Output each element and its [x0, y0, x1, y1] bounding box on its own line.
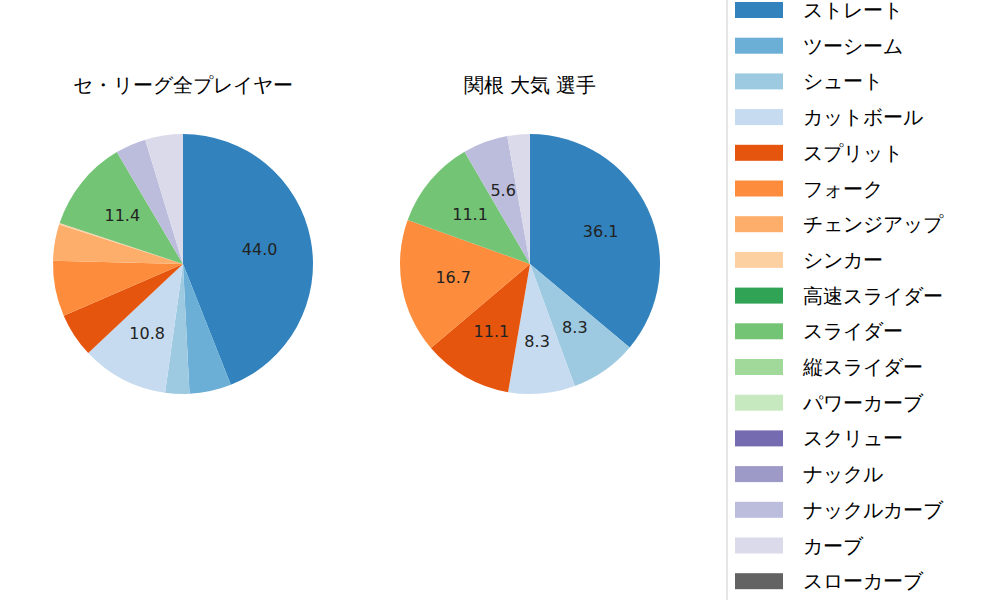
legend-label: ナックル [803, 462, 883, 486]
legend-label: ツーシーム [803, 34, 903, 58]
pie [53, 134, 313, 394]
pie-slice [53, 261, 183, 316]
pie [400, 134, 660, 394]
legend-swatch [735, 73, 783, 89]
legend-swatch [735, 395, 783, 411]
pie-slice [145, 134, 183, 264]
data-label: 16.7 [435, 268, 471, 287]
legend-label: チェンジアップ [803, 212, 944, 236]
legend-label: ストレート [803, 0, 903, 22]
legend-swatch [735, 430, 783, 446]
chart-root: セ・リーグ全プレイヤー 44.0 10.8 11.4 関根 大気 選手 36.1 8.3 8.… [0, 0, 1000, 600]
legend-swatch [735, 145, 783, 161]
data-labels: 44.0 10.8 11.4 [104, 206, 277, 343]
legend-label: 高速スライダー [803, 284, 943, 308]
legend-swatch [735, 2, 783, 18]
legend-label: スローカーブ [803, 569, 924, 593]
legend-swatch [735, 288, 783, 304]
legend-label: カーブ [803, 534, 864, 558]
legend-label: スクリュー [803, 426, 903, 450]
pie-slice [183, 264, 231, 394]
legend-label: シュート [803, 69, 883, 93]
legend-label: フォーク [803, 177, 883, 201]
data-label: 8.3 [524, 332, 549, 351]
legend-label: スプリット [803, 141, 903, 165]
legend-swatch [735, 466, 783, 482]
legend-swatch [735, 216, 783, 232]
data-label: 5.6 [490, 181, 515, 200]
legend-swatch [735, 502, 783, 518]
data-labels: 36.18.38.311.116.711.15.6 [435, 181, 618, 351]
legend-swatch [735, 109, 783, 125]
legend: ストレートツーシームシュートカットボールスプリットフォークチェンジアップシンカー… [727, 0, 1000, 600]
data-label: 8.3 [562, 318, 587, 337]
data-label: 44.0 [242, 240, 278, 259]
data-label: 10.8 [129, 324, 165, 343]
data-label: 36.1 [583, 222, 619, 241]
legend-swatch [735, 538, 783, 554]
legend-swatch [735, 38, 783, 54]
legend-swatch [735, 359, 783, 375]
legend-label: ナックルカーブ [803, 498, 944, 522]
chart-canvas: セ・リーグ全プレイヤー 44.0 10.8 11.4 関根 大気 選手 36.1 8.3 8.… [0, 0, 1000, 600]
legend-label: スライダー [803, 319, 903, 343]
data-label: 11.4 [104, 206, 140, 225]
legend-label: パワーカーブ [802, 391, 924, 415]
data-label: 11.1 [452, 205, 488, 224]
legend-label: 縦スライダー [802, 355, 923, 379]
legend-label: シンカー [803, 248, 883, 272]
legend-frame [727, 0, 1000, 600]
legend-swatch [735, 181, 783, 197]
chart-title: 関根 大気 選手 [464, 73, 597, 97]
legend-swatch [735, 323, 783, 339]
legend-label: カットボール [803, 105, 923, 129]
legend-swatch [735, 573, 783, 589]
chart-title: セ・リーグ全プレイヤー [73, 73, 293, 97]
legend-swatch [735, 252, 783, 268]
data-label: 11.1 [474, 322, 510, 341]
